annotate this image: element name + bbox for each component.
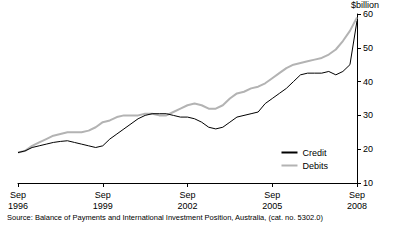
svg-text:Debits: Debits: [302, 161, 328, 171]
svg-text:40: 40: [363, 77, 373, 87]
svg-text:Sep: Sep: [179, 190, 195, 200]
svg-text:20: 20: [363, 144, 373, 154]
svg-text:30: 30: [363, 110, 373, 120]
svg-text:$billion: $billion: [351, 0, 379, 11]
svg-text:2002: 2002: [177, 201, 197, 211]
svg-text:60: 60: [363, 9, 373, 19]
svg-text:50: 50: [363, 43, 373, 53]
svg-text:2005: 2005: [262, 201, 282, 211]
svg-text:Source: Balance of Payments an: Source: Balance of Payments and Internat…: [7, 213, 324, 222]
svg-text:Sep: Sep: [349, 190, 365, 200]
svg-text:Sep: Sep: [264, 190, 280, 200]
svg-text:1999: 1999: [93, 201, 113, 211]
svg-text:1996: 1996: [8, 201, 28, 211]
svg-text:Sep: Sep: [95, 190, 111, 200]
svg-text:Credit: Credit: [302, 148, 327, 158]
svg-text:10: 10: [363, 178, 373, 188]
svg-text:Sep: Sep: [10, 190, 26, 200]
svg-text:2008: 2008: [347, 201, 367, 211]
